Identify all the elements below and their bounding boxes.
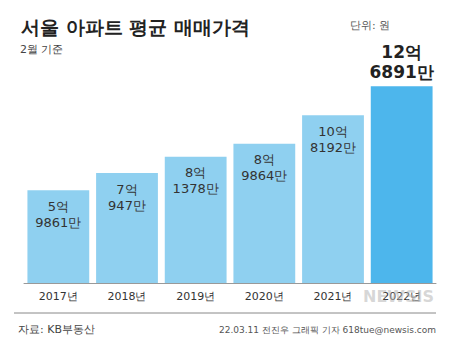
svg-text:2020년: 2020년 — [245, 290, 284, 303]
svg-text:947만: 947만 — [108, 198, 146, 213]
svg-text:8억: 8억 — [254, 152, 275, 167]
svg-text:2월 기준: 2월 기준 — [20, 43, 64, 56]
svg-text:7억: 7억 — [116, 182, 137, 197]
svg-text:서울 아파트 평균 매매가격: 서울 아파트 평균 매매가격 — [21, 16, 250, 38]
svg-text:2021년: 2021년 — [314, 290, 353, 303]
svg-text:9861만: 9861만 — [35, 215, 81, 230]
svg-text:2018년: 2018년 — [108, 290, 147, 303]
svg-text:10억: 10억 — [318, 124, 348, 139]
svg-text:2017년: 2017년 — [39, 290, 78, 303]
svg-text:6891만: 6891만 — [370, 62, 434, 82]
svg-text:2019년: 2019년 — [176, 290, 215, 303]
svg-text:단위: 원: 단위: 원 — [350, 19, 390, 32]
svg-text:12억: 12억 — [381, 42, 422, 62]
svg-text:9864만: 9864만 — [241, 168, 287, 183]
svg-text:자료: KB부동산: 자료: KB부동산 — [18, 323, 95, 336]
svg-text:8억: 8억 — [185, 165, 206, 180]
svg-text:5억: 5억 — [48, 199, 69, 214]
svg-text:8192만: 8192만 — [310, 140, 356, 155]
svg-text:1378만: 1378만 — [173, 181, 219, 196]
svg-text:22.03.11 전진우 그래픽 기자 618tue@new: 22.03.11 전진우 그래픽 기자 618tue@newsis.com — [219, 325, 436, 335]
svg-text:NEWSIS: NEWSIS — [363, 287, 434, 306]
